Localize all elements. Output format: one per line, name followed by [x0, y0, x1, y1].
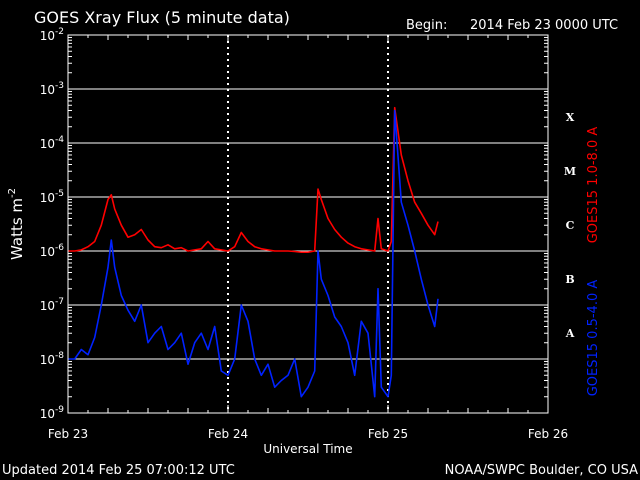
series-line-1	[68, 109, 439, 398]
y-tick-label: 10-9	[40, 405, 65, 421]
begin-label: Begin:	[406, 18, 447, 33]
x-tick-label: Feb 23	[48, 427, 88, 441]
x-tick-label: Feb 25	[368, 427, 408, 441]
y-tick-label: 10-6	[40, 243, 65, 259]
grid-lines	[68, 35, 548, 413]
begin-value: 2014 Feb 23 0000 UTC	[470, 18, 618, 33]
y-tick-label: 10-5	[40, 189, 64, 205]
x-axis-label: Universal Time	[263, 442, 352, 456]
flare-class-labels: X M C B A	[564, 111, 576, 340]
series-line-0	[68, 106, 439, 253]
legend-long-channel: GOES15 1.0-8.0 A	[586, 127, 601, 244]
updated-timestamp: Updated 2014 Feb 25 07:00:12 UTC	[2, 463, 235, 478]
credit-text: NOAA/SWPC Boulder, CO USA	[445, 463, 638, 478]
y-tick-label: 10-2	[40, 27, 64, 43]
legend-short-channel: GOES15 0.5-4.0 A	[586, 280, 601, 397]
y-axis-label: Watts m-2	[7, 188, 26, 260]
x-tick-label: Feb 24	[208, 427, 248, 441]
y-tick-label: 10-4	[40, 135, 65, 151]
flare-class-A: A	[565, 327, 575, 340]
flare-class-M: M	[564, 165, 576, 178]
y-tick-label: 10-3	[40, 81, 64, 97]
x-axis-ticks: Feb 23 Feb 24 Feb 25 Feb 26	[48, 35, 568, 441]
series-lines	[68, 106, 439, 398]
y-tick-label: 10-7	[40, 297, 64, 313]
x-tick-label: Feb 26	[528, 427, 568, 441]
y-tick-label: 10-8	[40, 351, 65, 367]
flare-class-B: B	[565, 273, 574, 286]
chart-title: GOES Xray Flux (5 minute data)	[34, 8, 290, 27]
plot-frame	[67, 34, 549, 414]
flare-class-X: X	[566, 111, 575, 124]
flare-class-C: C	[566, 219, 575, 232]
